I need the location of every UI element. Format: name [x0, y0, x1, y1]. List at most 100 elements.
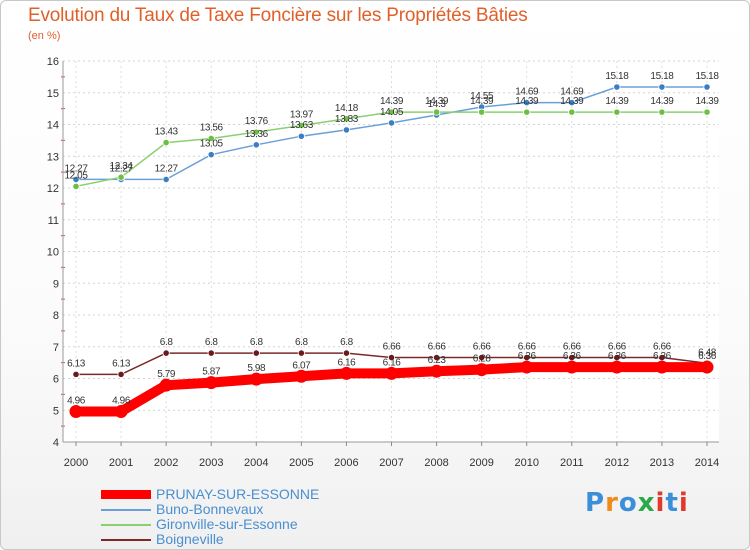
x-tick-label: 2013	[650, 457, 674, 469]
data-point-boigneville	[297, 349, 305, 357]
data-point-gironville-sur-essonne	[568, 108, 576, 116]
data-point-buno-bonnevaux	[162, 175, 170, 184]
y-unit-label: (en %)	[28, 30, 61, 42]
data-point-prunay-sur-essonne	[700, 360, 714, 374]
data-label-boigneville: 6.8	[295, 337, 309, 348]
logo-letter: o	[618, 488, 638, 518]
y-tick-label: 13	[47, 151, 59, 163]
data-label-buno-bonnevaux: 14.69	[515, 87, 539, 98]
data-label-buno-bonnevaux: 14.55	[470, 91, 494, 102]
data-point-boigneville	[387, 353, 396, 362]
y-tick-label: 15	[47, 88, 59, 100]
legend-swatch-gironville	[101, 524, 151, 526]
data-point-prunay-sur-essonne	[114, 405, 128, 419]
data-label-gironville-sur-essonne: 13.56	[200, 122, 224, 133]
data-label-boigneville: 6.8	[160, 337, 174, 348]
data-point-gironville-sur-essonne	[342, 115, 351, 123]
data-point-buno-bonnevaux	[207, 151, 215, 159]
y-tick-label: 7	[53, 342, 59, 354]
data-point-buno-bonnevaux	[568, 98, 576, 107]
data-point-gironville-sur-essonne	[207, 134, 215, 143]
data-point-prunay-sur-essonne	[249, 372, 263, 386]
data-point-buno-bonnevaux	[342, 126, 351, 134]
data-point-buno-bonnevaux	[523, 98, 531, 107]
data-label-prunay-sur-essonne: 6.36	[518, 351, 537, 362]
data-label-gironville-sur-essonne: 12.05	[64, 170, 88, 181]
data-point-buno-bonnevaux	[613, 83, 621, 91]
x-tick-label: 2000	[64, 457, 88, 469]
data-label-gironville-sur-essonne: 14.39	[380, 96, 404, 107]
data-point-buno-bonnevaux	[658, 83, 666, 91]
data-label-prunay-sur-essonne: 6.23	[428, 355, 447, 366]
data-label-prunay-sur-essonne: 6.36	[563, 351, 582, 362]
data-point-buno-bonnevaux	[252, 141, 260, 149]
data-point-boigneville	[432, 353, 441, 362]
data-point-gironville-sur-essonne	[432, 108, 441, 116]
data-label-gironville-sur-essonne: 14.39	[560, 96, 584, 107]
data-point-prunay-sur-essonne	[520, 360, 534, 374]
x-tick-label: 2009	[469, 457, 493, 469]
data-label-gironville-sur-essonne: 13.97	[290, 109, 314, 120]
x-tick-label: 2011	[560, 457, 584, 469]
data-point-gironville-sur-essonne	[613, 108, 621, 116]
data-point-boigneville	[252, 349, 260, 357]
y-tick-label: 16	[47, 56, 59, 68]
data-label-gironville-sur-essonne: 14.39	[470, 96, 494, 107]
data-label-gironville-sur-essonne: 14.39	[515, 96, 539, 107]
legend-label-boigneville: Boigneville	[156, 531, 224, 547]
data-label-prunay-sur-essonne: 5.79	[157, 369, 176, 380]
data-point-buno-bonnevaux	[703, 83, 711, 91]
data-label-buno-bonnevaux: 15.18	[650, 71, 674, 82]
data-label-buno-bonnevaux: 13.36	[245, 129, 269, 140]
logo-letter: r	[605, 488, 619, 518]
data-point-buno-bonnevaux	[387, 119, 396, 127]
data-label-boigneville: 6.66	[428, 342, 447, 353]
data-label-gironville-sur-essonne: 12.34	[110, 161, 134, 172]
data-label-prunay-sur-essonne: 4.96	[67, 396, 86, 407]
data-label-gironville-sur-essonne: 14.39	[605, 96, 629, 107]
y-tick-label: 11	[48, 215, 59, 227]
data-label-prunay-sur-essonne: 6.28	[473, 354, 492, 365]
data-point-prunay-sur-essonne	[475, 363, 489, 377]
legend-swatch-boigneville	[101, 539, 151, 541]
data-label-boigneville: 6.8	[205, 337, 219, 348]
data-label-buno-bonnevaux: 14.3	[428, 99, 447, 110]
logo-letter: P	[585, 488, 606, 518]
x-tick-label: 2008	[424, 457, 448, 469]
y-tick-label: 12	[47, 183, 59, 195]
data-label-prunay-sur-essonne: 4.96	[112, 396, 131, 407]
x-tick-label: 2005	[289, 457, 313, 469]
data-point-gironville-sur-essonne	[72, 182, 80, 191]
data-label-gironville-sur-essonne: 14.18	[335, 103, 359, 114]
data-label-prunay-sur-essonne: 5.87	[202, 367, 221, 378]
data-label-buno-bonnevaux: 14.05	[380, 107, 404, 118]
x-tick-label: 2002	[154, 457, 178, 469]
data-label-buno-bonnevaux: 15.18	[605, 71, 629, 82]
data-point-gironville-sur-essonne	[387, 108, 396, 116]
x-tick-label: 2004	[244, 457, 268, 469]
data-point-prunay-sur-essonne	[655, 360, 669, 374]
data-point-boigneville	[162, 349, 170, 357]
data-label-boigneville: 6.66	[383, 342, 402, 353]
data-point-buno-bonnevaux	[297, 132, 305, 140]
data-label-buno-bonnevaux: 12.27	[110, 163, 134, 174]
legend-label-gironville: Gironville-sur-Essonne	[156, 516, 298, 532]
x-tick-label: 2014	[695, 457, 719, 469]
data-label-boigneville: 6.66	[563, 342, 582, 353]
data-point-boigneville	[117, 370, 125, 378]
data-label-prunay-sur-essonne: 6.36	[698, 351, 717, 362]
legend-swatch-buno	[101, 509, 151, 511]
data-label-gironville-sur-essonne: 13.76	[245, 116, 269, 127]
data-point-prunay-sur-essonne	[565, 360, 579, 374]
data-label-buno-bonnevaux: 13.05	[200, 139, 224, 150]
data-label-buno-bonnevaux: 13.83	[335, 114, 359, 125]
data-point-prunay-sur-essonne	[385, 366, 398, 380]
data-label-boigneville: 6.66	[608, 342, 627, 353]
data-label-prunay-sur-essonne: 6.16	[383, 357, 402, 368]
data-label-boigneville: 6.48	[698, 347, 717, 358]
data-point-gironville-sur-essonne	[162, 138, 170, 147]
data-label-buno-bonnevaux: 13.63	[290, 120, 314, 131]
data-point-prunay-sur-essonne	[69, 405, 83, 419]
x-tick-label: 2001	[109, 457, 133, 469]
